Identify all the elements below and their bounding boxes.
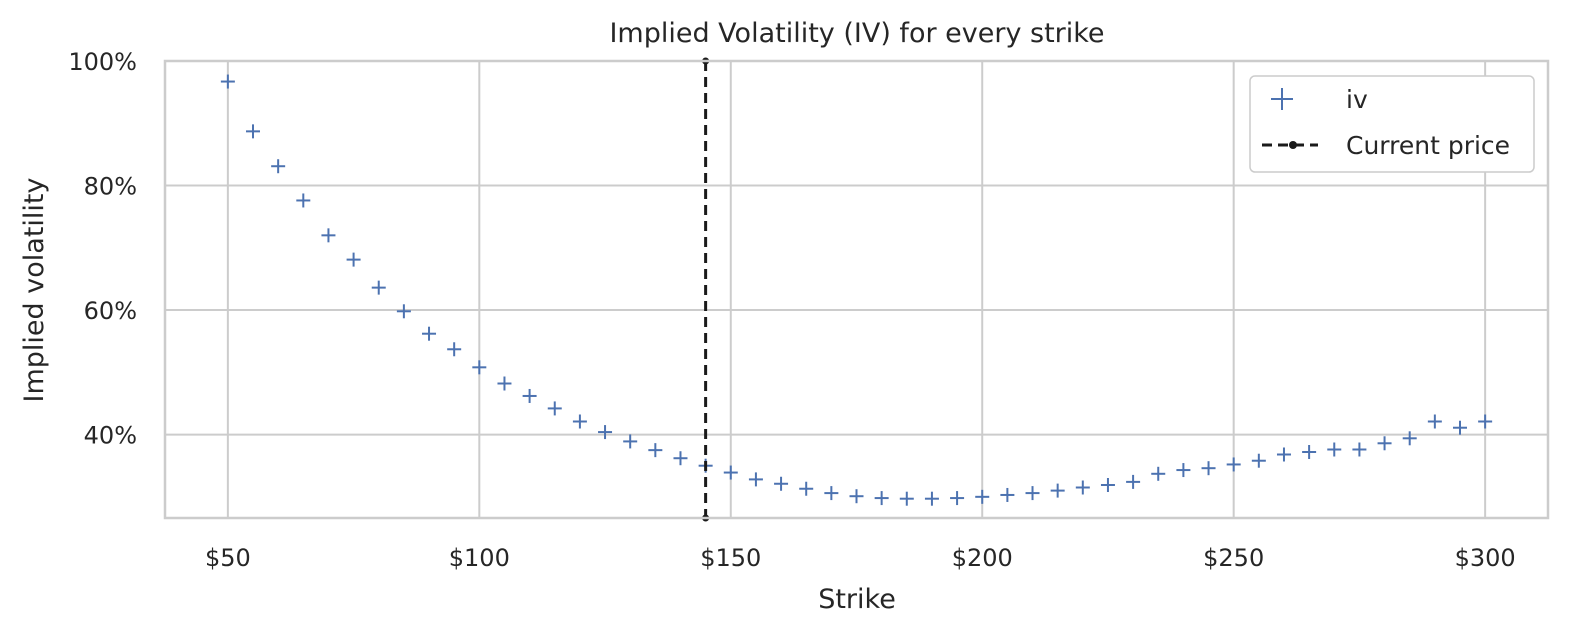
y-tick-label: 100% xyxy=(68,48,137,76)
iv-point xyxy=(799,481,814,496)
iv-point xyxy=(648,443,663,458)
x-tick-label: $50 xyxy=(205,544,251,572)
iv-point xyxy=(497,376,512,391)
legend-box xyxy=(1249,75,1535,173)
legend-current-price-marker xyxy=(1289,141,1297,149)
iv-point xyxy=(346,252,361,267)
x-tick-label: $200 xyxy=(952,544,1013,572)
iv-point xyxy=(1302,445,1317,460)
iv-point xyxy=(924,491,939,506)
y-tick-label: 40% xyxy=(84,422,137,450)
iv-point xyxy=(396,304,411,319)
iv-point xyxy=(1201,461,1216,476)
iv-point xyxy=(1151,466,1166,481)
iv-point xyxy=(874,491,889,506)
iv-point xyxy=(572,414,587,429)
legend-iv-label: iv xyxy=(1346,85,1368,114)
tick-labels: $50 $100 $150 $200 $250 $300 40% 60% 80% 100% xyxy=(68,48,1515,572)
chart-title: Implied Volatility (IV) for every strike xyxy=(609,18,1104,49)
iv-point xyxy=(472,360,487,375)
plot-frame xyxy=(163,59,1550,520)
y-tick-label: 80% xyxy=(84,173,137,201)
iv-point xyxy=(1377,436,1392,451)
iv-point xyxy=(522,388,537,403)
iv-point xyxy=(1251,453,1266,468)
iv-point xyxy=(598,425,613,440)
iv-point xyxy=(1352,442,1367,457)
iv-point xyxy=(975,489,990,504)
iv-point xyxy=(1427,414,1442,429)
x-tick-label: $150 xyxy=(700,544,761,572)
iv-point xyxy=(271,159,286,174)
legend-iv-marker xyxy=(1271,88,1293,110)
iv-point xyxy=(1025,486,1040,501)
iv-point xyxy=(723,465,738,480)
iv-point xyxy=(371,280,386,295)
x-axis-label: Strike xyxy=(818,584,896,615)
y-axis-label: Implied volatility xyxy=(19,178,50,403)
iv-point xyxy=(1226,457,1241,472)
iv-point xyxy=(1075,480,1090,495)
iv-point xyxy=(673,451,688,466)
iv-point xyxy=(1000,487,1015,502)
iv-point xyxy=(824,486,839,501)
x-tick-label: $100 xyxy=(449,544,510,572)
iv-point xyxy=(321,228,336,243)
iv-point xyxy=(950,491,965,506)
iv-point xyxy=(1276,447,1291,462)
legend-current-price-label: Current price xyxy=(1346,131,1510,160)
iv-point xyxy=(623,434,638,449)
iv-point xyxy=(1100,478,1115,493)
iv-point xyxy=(447,342,462,357)
iv-point xyxy=(422,326,437,341)
x-tick-label: $300 xyxy=(1455,544,1516,572)
iv-point xyxy=(1050,483,1065,498)
iv-point xyxy=(1327,442,1342,457)
iv-point xyxy=(1478,414,1493,429)
iv-point xyxy=(1452,420,1467,435)
y-tick-label: 60% xyxy=(84,297,137,325)
iv-point xyxy=(1126,474,1141,489)
iv-point xyxy=(220,74,235,89)
iv-point xyxy=(774,476,789,491)
legend: iv Current price xyxy=(1249,75,1535,173)
iv-point xyxy=(547,401,562,416)
iv-point xyxy=(1176,463,1191,478)
x-tick-label: $250 xyxy=(1203,544,1264,572)
plot-data xyxy=(220,57,1493,522)
iv-point xyxy=(899,491,914,506)
iv-point xyxy=(1402,431,1417,446)
iv-point xyxy=(246,124,261,139)
iv-point xyxy=(748,472,763,487)
iv-point xyxy=(296,193,311,208)
iv-point xyxy=(849,489,864,504)
